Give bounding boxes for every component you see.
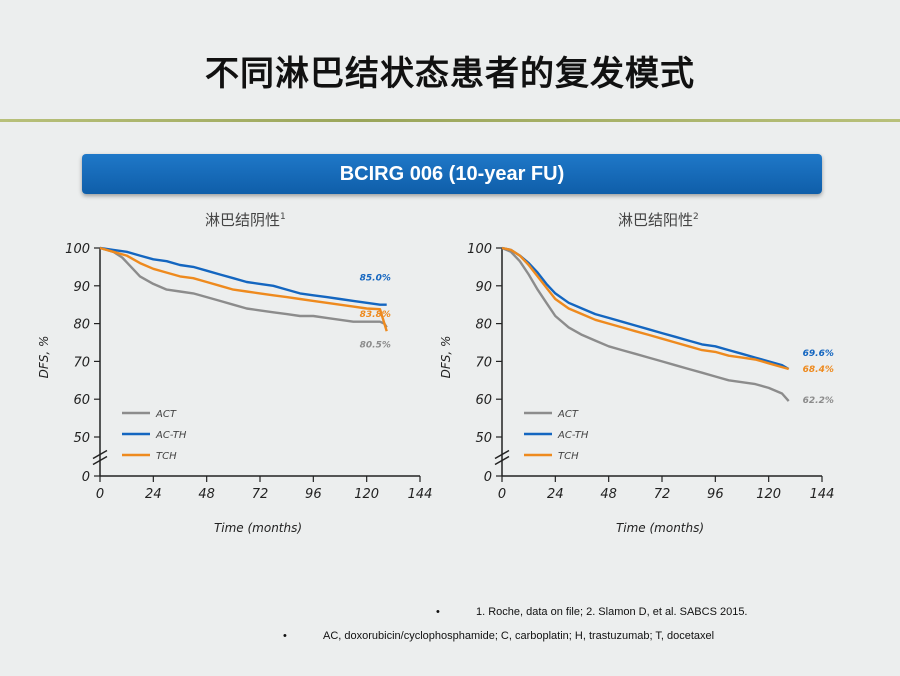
x-tick-label: 48 (198, 487, 215, 502)
x-tick-label: 144 (810, 487, 835, 502)
y-tick-label: 80 (73, 318, 90, 333)
y-axis-label: DFS, % (37, 336, 51, 379)
y-tick-label: 90 (475, 280, 492, 295)
x-tick-label: 72 (252, 487, 269, 502)
y-tick-label: 60 (475, 393, 492, 408)
title-divider (0, 119, 900, 122)
y-axis-label: DFS, % (439, 336, 453, 379)
y-tick-label: 0 (484, 470, 492, 485)
chart-title-node-negative: 淋巴结阴性1 (205, 211, 286, 229)
y-tick-label: 80 (475, 318, 492, 333)
series-line-ac-th (99, 246, 387, 306)
axis-break-mark (494, 455, 510, 466)
legend-label: AC-TH (557, 430, 589, 441)
y-tick-label: 70 (475, 355, 492, 370)
end-value-label: 68.4% (803, 365, 834, 375)
end-value-label: 80.5% (360, 340, 391, 350)
y-tick-label: 60 (73, 393, 90, 408)
chart-title-node-positive: 淋巴结阳性2 (618, 211, 699, 229)
x-tick-label: 96 (707, 487, 724, 502)
series-line-tch (99, 246, 388, 332)
footnote-references: • 1. Roche, data on file; 2. Slamon D, et… (436, 606, 748, 618)
x-tick-label: 96 (305, 487, 322, 502)
series-line-ac-th (501, 246, 790, 371)
end-value-label: 62.2% (803, 396, 834, 406)
axis-break-mark (92, 449, 108, 460)
axis-break-mark (494, 449, 510, 460)
x-tick-label: 120 (354, 487, 379, 502)
y-tick-label: 70 (73, 355, 90, 370)
x-tick-label: 120 (756, 487, 781, 502)
legend-label: TCH (156, 451, 177, 462)
series-line-tch (501, 246, 790, 371)
legend-label: ACT (557, 409, 579, 420)
y-tick-label: 0 (82, 470, 90, 485)
axis-break-mark (92, 455, 108, 466)
x-tick-label: 0 (498, 487, 506, 502)
x-tick-label: 72 (654, 487, 671, 502)
page-title: 不同淋巴结状态患者的复发模式 (205, 54, 695, 94)
legend-label: ACT (155, 409, 177, 420)
y-tick-label: 50 (73, 431, 90, 446)
x-tick-label: 24 (145, 487, 162, 502)
footnote-abbreviations: • AC, doxorubicin/cyclophosphamide; C, ca… (283, 630, 715, 642)
end-value-label: 69.6% (803, 349, 834, 359)
y-tick-label: 100 (65, 242, 90, 257)
y-tick-label: 90 (73, 280, 90, 295)
end-value-label: 83.8% (360, 310, 391, 320)
x-tick-label: 24 (547, 487, 564, 502)
x-axis-label: Time (months) (616, 521, 704, 535)
y-tick-label: 100 (467, 242, 492, 257)
x-tick-label: 144 (408, 487, 433, 502)
series-line-act (99, 246, 388, 329)
end-value-label: 85.0% (360, 274, 391, 284)
study-banner: BCIRG 006 (10-year FU) (82, 154, 822, 194)
y-tick-label: 50 (475, 431, 492, 446)
series-line-act (501, 246, 790, 402)
x-axis-label: Time (months) (214, 521, 302, 535)
legend-label: AC-TH (155, 430, 187, 441)
x-tick-label: 0 (96, 487, 104, 502)
x-tick-label: 48 (600, 487, 617, 502)
legend-label: TCH (558, 451, 579, 462)
